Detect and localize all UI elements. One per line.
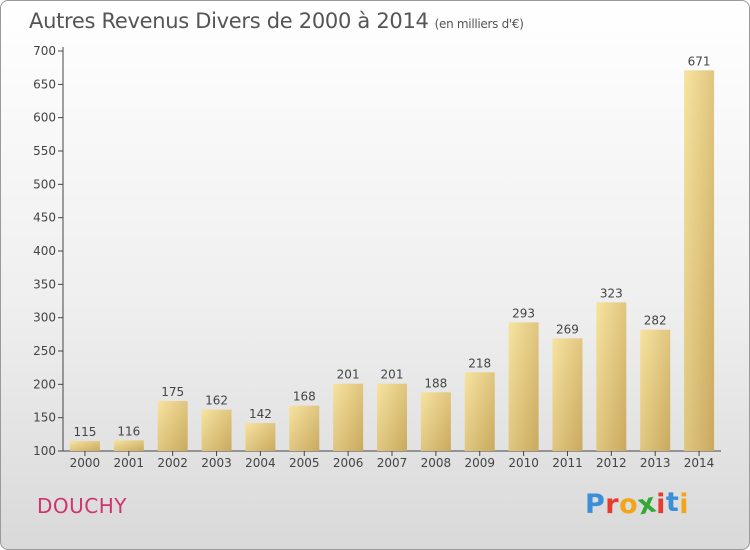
y-tick-label: 500 [33,177,56,191]
logo-letter: r [605,489,620,520]
data-labels: 115 116 175 162 142 168 201 201 188 218 293 269 323 2… [73,54,710,439]
data-label-2004: 142 [249,407,272,421]
x-tick-label: 2014 [684,456,715,470]
bar-2005 [289,405,320,451]
data-label-2011: 269 [556,322,579,336]
data-label-2002: 175 [161,385,184,399]
y-tick-label: 450 [33,211,56,225]
x-tick-label: 2003 [201,456,232,470]
chart-unit: (en milliers d'€) [434,17,524,31]
x-tick-label: 2000 [70,456,101,470]
data-label-2007: 201 [381,368,404,382]
bar-2014 [684,70,715,451]
y-tick-label: 600 [33,111,56,125]
proxiti-logo: Proxiti [585,487,690,522]
bar-2012 [596,302,627,451]
bars [69,70,715,451]
data-label-2009: 218 [468,356,491,370]
data-label-2012: 323 [600,286,623,300]
x-tick-label: 2004 [245,456,276,470]
data-label-2014: 671 [688,54,711,68]
bar-2011 [552,338,583,451]
place-name: DOUCHY [37,494,128,518]
data-label-2005: 168 [293,390,316,404]
bar-2010 [508,322,539,451]
x-tick-label: 2006 [333,456,364,470]
data-label-2006: 201 [337,368,360,382]
y-tick-label: 700 [33,44,56,58]
logo-letter: i [656,489,666,520]
x-tick-label: 2001 [114,456,145,470]
y-tick-label: 400 [33,244,56,258]
x-tick-label: 2008 [421,456,452,470]
data-label-2003: 162 [205,394,228,408]
x-tick-label: 2012 [596,456,627,470]
chart-title-text: Autres Revenus Divers de 2000 à 2014 [29,9,429,33]
bar-2003 [201,409,232,451]
y-tick-label: 300 [33,311,56,325]
x-tick-label: 2011 [552,456,583,470]
x-tick-label: 2013 [640,456,671,470]
y-tick-label: 250 [33,344,56,358]
logo-letter: P [585,489,606,520]
data-label-2008: 188 [424,376,447,390]
x-tick-label: 2007 [377,456,408,470]
axes: 100 150 200 250 300 350 400 450 500 550 600 650 700 2… [33,44,721,470]
bar-2013 [640,329,671,451]
bar-2006 [333,383,364,451]
y-tick-label: 350 [33,277,56,291]
y-tick-label: 550 [33,144,56,158]
logo-letter: t [665,487,680,518]
y-tick-label: 650 [33,77,56,91]
chart-title: Autres Revenus Divers de 2000 à 2014 (en … [29,9,524,33]
bar-2004 [245,423,276,451]
bar-2001 [113,440,144,451]
y-tick-label: 200 [33,377,56,391]
data-label-2000: 115 [73,425,96,439]
bar-2007 [377,383,407,451]
logo-letter: o [619,489,639,520]
logo-letter: i [679,489,690,520]
bar-2000 [69,441,100,451]
x-tick-label: 2009 [464,456,495,470]
y-tick-label: 100 [33,444,56,458]
x-tick-label: 2002 [157,456,188,470]
x-tick-label: 2010 [508,456,539,470]
data-label-2013: 282 [644,314,667,328]
bar-2002 [157,401,188,451]
data-label-2010: 293 [512,306,535,320]
bar-2008 [420,392,451,451]
y-tick-label: 150 [33,411,56,425]
data-label-2001: 116 [117,424,140,438]
bar-2009 [464,372,495,451]
x-tick-label: 2005 [289,456,320,470]
